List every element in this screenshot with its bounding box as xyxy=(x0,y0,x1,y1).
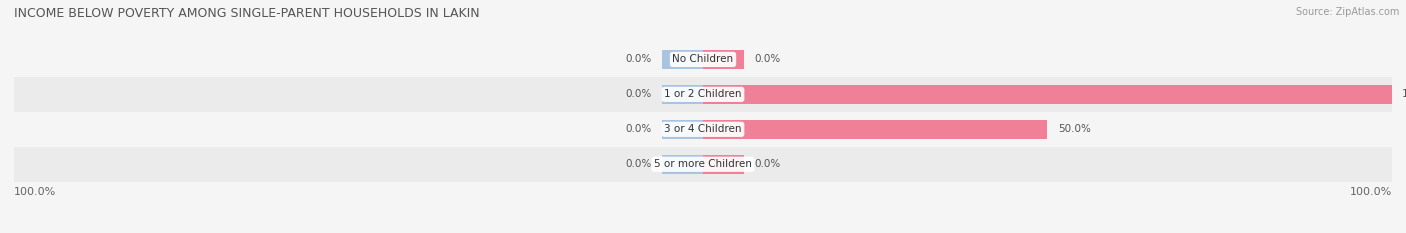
Text: 100.0%: 100.0% xyxy=(14,187,56,197)
Bar xyxy=(14,112,1392,147)
Bar xyxy=(662,85,703,104)
Bar xyxy=(14,147,1392,182)
Text: 3 or 4 Children: 3 or 4 Children xyxy=(664,124,742,134)
Text: 100.0%: 100.0% xyxy=(1402,89,1406,99)
Text: 50.0%: 50.0% xyxy=(1057,124,1091,134)
Bar xyxy=(14,42,1392,77)
Text: 100.0%: 100.0% xyxy=(1350,187,1392,197)
Text: No Children: No Children xyxy=(672,55,734,64)
Bar xyxy=(662,155,703,174)
Bar xyxy=(662,50,703,69)
Bar xyxy=(703,85,1392,104)
Text: 1 or 2 Children: 1 or 2 Children xyxy=(664,89,742,99)
Text: 0.0%: 0.0% xyxy=(626,124,651,134)
Text: 0.0%: 0.0% xyxy=(755,55,780,64)
Bar xyxy=(703,50,744,69)
Text: INCOME BELOW POVERTY AMONG SINGLE-PARENT HOUSEHOLDS IN LAKIN: INCOME BELOW POVERTY AMONG SINGLE-PARENT… xyxy=(14,7,479,20)
Text: 5 or more Children: 5 or more Children xyxy=(654,159,752,169)
Text: 0.0%: 0.0% xyxy=(626,55,651,64)
Bar xyxy=(703,120,1047,139)
Text: 0.0%: 0.0% xyxy=(755,159,780,169)
Bar xyxy=(662,120,703,139)
Text: 0.0%: 0.0% xyxy=(626,159,651,169)
Bar xyxy=(703,155,744,174)
Bar xyxy=(14,77,1392,112)
Text: 0.0%: 0.0% xyxy=(626,89,651,99)
Text: Source: ZipAtlas.com: Source: ZipAtlas.com xyxy=(1295,7,1399,17)
